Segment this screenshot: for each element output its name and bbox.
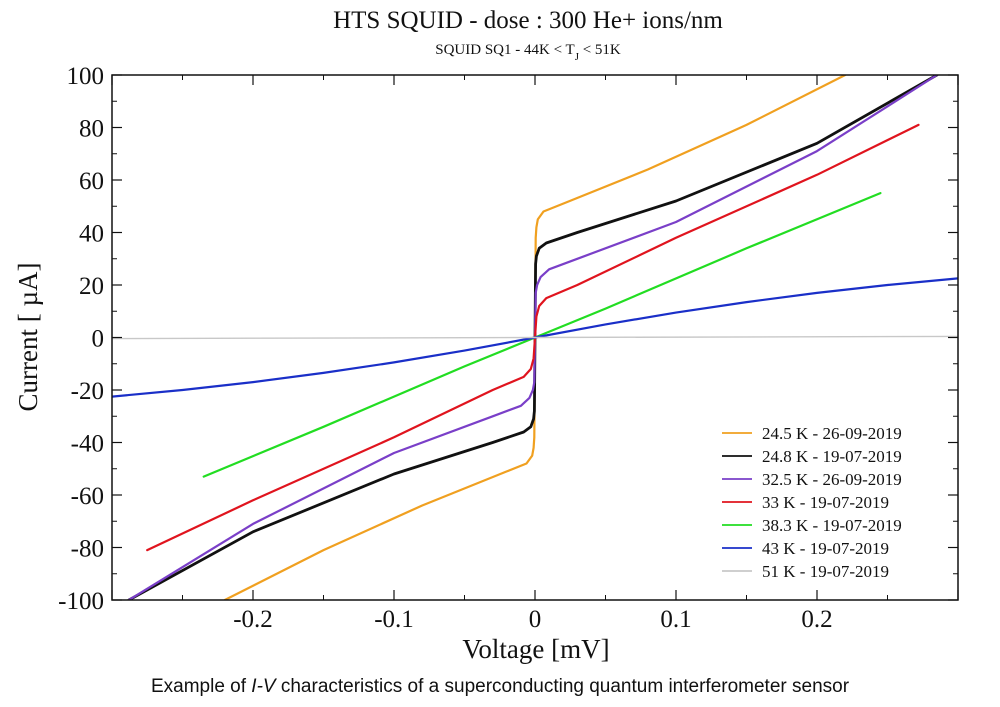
iv-chart: HTS SQUID - dose : 300 He+ ions/nm SQUID… [13, 7, 959, 664]
y-tick-label: -20 [71, 378, 104, 405]
x-tick-label: 0.2 [801, 606, 832, 633]
y-tick-label: 60 [79, 168, 104, 195]
legend-label-3: 32.5 K - 26-09-2019 [762, 470, 902, 489]
chart-title: HTS SQUID - dose : 300 He+ ions/nm [333, 7, 723, 34]
legend-label-5: 38.3 K - 19-07-2019 [762, 516, 902, 535]
axes-layer: -0.2 -0.1 0 0.1 0.2 -100 -80 -60 -40 -20 0 20 40 60 80… [58, 63, 959, 633]
caption-suffix: characteristics of a superconducting qua… [275, 676, 850, 697]
legend-label-2: 24.8 K - 19-07-2019 [762, 447, 902, 466]
caption-italic: I-V [251, 676, 276, 697]
y-tick-label: -100 [58, 588, 104, 615]
legend-label-4: 33 K - 19-07-2019 [762, 493, 889, 512]
chart-subtitle: SQUID SQ1 - 44K < TJ < 51K [435, 42, 621, 63]
x-tick-label: 0 [529, 606, 542, 633]
legend: 24.5 K - 26-09-2019 24.8 K - 19-07-2019 32… [722, 424, 902, 581]
figure-caption: Example of I-V characteristics of a supe… [0, 676, 1000, 698]
x-tick-label: 0.1 [660, 606, 691, 633]
y-tick-label: 0 [92, 326, 105, 353]
y-axis-label: Current [ µA] [13, 262, 43, 411]
series-layer [112, 75, 958, 600]
y-tick-label: 80 [79, 116, 104, 143]
caption-prefix: Example of [150, 676, 252, 697]
y-tick-label: -60 [71, 483, 104, 510]
x-tick-label: -0.1 [374, 606, 414, 633]
legend-label-1: 24.5 K - 26-09-2019 [762, 424, 902, 443]
y-tick-label: -80 [71, 536, 104, 563]
series-line-7 [112, 335, 958, 340]
y-tick-label: -40 [71, 431, 104, 458]
x-tick-label: -0.2 [233, 606, 273, 633]
x-axis-label: Voltage [mV] [462, 634, 609, 664]
y-tick-label: 20 [79, 273, 104, 300]
series-group [112, 75, 958, 600]
legend-label-7: 51 K - 19-07-2019 [762, 562, 889, 581]
y-tick-label: 100 [67, 63, 105, 90]
y-tick-label: 40 [79, 221, 104, 248]
legend-label-6: 43 K - 19-07-2019 [762, 539, 889, 558]
